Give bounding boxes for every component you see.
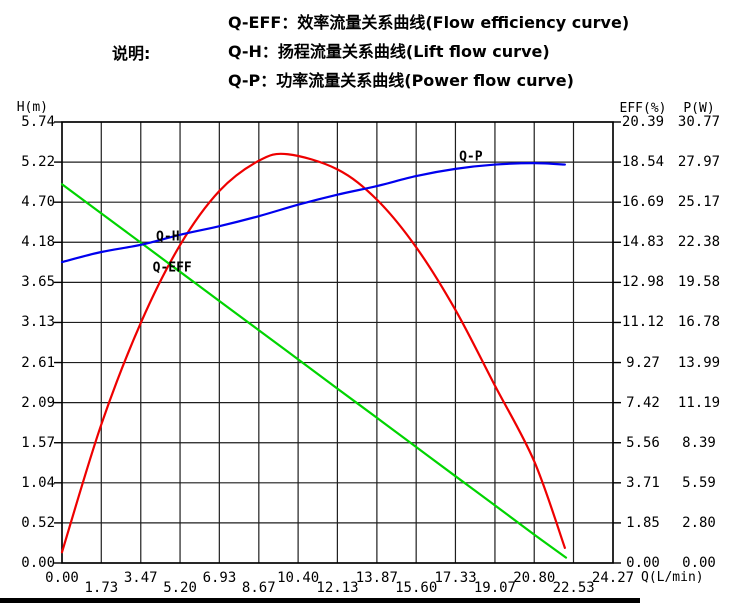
- p-axis-tick-label: 25.17: [677, 194, 721, 211]
- plot-border: [61, 121, 614, 564]
- eff-axis-tick-label: 1.85: [626, 514, 660, 531]
- p-axis-tick-label: 27.97: [677, 154, 721, 171]
- p-axis-tick-label: 16.78: [677, 314, 721, 331]
- x-axis-tick-label: 5.20: [163, 580, 197, 596]
- h-axis-tick-label: 1.04: [21, 474, 55, 491]
- curve-label-qh: Q-H: [156, 229, 180, 245]
- x-axis-tick-label: 17.33: [434, 570, 477, 586]
- bottom-border-bar: [0, 598, 640, 603]
- p-axis-tick-label: 8.39: [682, 434, 716, 451]
- h-axis-tick-label: 2.09: [21, 394, 55, 411]
- q-eff-curve: [60, 152, 566, 554]
- x-axis-tick-label: 0.00: [45, 570, 79, 586]
- x-axis-tick-label: 15.60: [395, 580, 438, 596]
- curve-label-qeff: Q-EFF: [152, 260, 192, 276]
- x-axis-tick-label: 1.73: [84, 580, 119, 596]
- eff-axis-tick-label: 7.42: [626, 394, 660, 411]
- x-axis-title: Q(L/min): [641, 570, 704, 585]
- eff-axis-tick-label: 20.39: [621, 114, 665, 130]
- eff-axis-tick-label: 5.56: [626, 434, 660, 451]
- eff-axis-tick-label: 18.54: [621, 154, 665, 171]
- h-axis-tick-label: 4.70: [21, 194, 55, 211]
- x-axis-tick-label: 24.27: [591, 570, 635, 586]
- q-p-curve: [60, 162, 566, 264]
- h-axis-tick-label: 0.00: [21, 555, 55, 571]
- p-axis-tick-label: 2.80: [682, 514, 716, 531]
- p-axis-title: P(W): [683, 101, 715, 116]
- curve-label-qp: Q-P: [459, 149, 483, 165]
- eff-axis-tick-label: 0.00: [626, 555, 660, 571]
- p-axis-tick-label: 11.19: [677, 394, 721, 411]
- p-axis-tick-label: 5.59: [682, 474, 716, 491]
- legend-line-qeff: Q-EFF：效率流量关系曲线(Flow efficiency curve): [228, 13, 630, 32]
- x-axis-tick-label: 22.53: [552, 580, 595, 596]
- legend-caption: 说明:: [112, 44, 151, 63]
- h-axis-tick-label: 0.52: [21, 514, 55, 531]
- h-axis-tick-label: 4.18: [21, 234, 55, 251]
- eff-axis-tick-label: 14.83: [621, 234, 665, 251]
- eff-axis-title: EFF(%): [619, 101, 667, 116]
- x-axis-tick-label: 6.93: [202, 570, 237, 586]
- h-axis-tick-label: 5.74: [21, 114, 55, 130]
- h-axis-tick-label: 2.61: [21, 354, 55, 371]
- left-axis-title: H(m): [16, 100, 48, 115]
- x-axis-tick-label: 3.47: [123, 570, 158, 586]
- legend-line-qh: Q-H：扬程流量关系曲线(Lift flow curve): [228, 42, 550, 61]
- eff-axis-tick-label: 9.27: [626, 354, 660, 371]
- h-axis-tick-label: 3.13: [21, 314, 55, 331]
- x-axis-tick-label: 8.67: [241, 580, 276, 596]
- h-axis-tick-label: 1.57: [21, 434, 55, 451]
- p-axis-tick-label: 30.77: [677, 114, 721, 130]
- x-axis-tick-label: 10.40: [277, 570, 320, 586]
- q-h-curve: [60, 183, 568, 559]
- eff-axis-tick-label: 3.71: [626, 474, 660, 491]
- p-axis-tick-label: 22.38: [677, 234, 721, 251]
- eff-axis-tick-label: 12.98: [621, 274, 665, 291]
- x-axis-tick-label: 20.80: [513, 570, 556, 586]
- x-axis-tick-label: 19.07: [473, 580, 516, 596]
- legend-line-qp: Q-P：功率流量关系曲线(Power flow curve): [228, 71, 574, 90]
- p-axis-tick-label: 19.58: [677, 274, 721, 291]
- p-axis-tick-label: 13.99: [677, 354, 721, 371]
- h-axis-tick-label: 3.65: [21, 274, 55, 291]
- p-axis-tick-label: 0.00: [682, 555, 716, 571]
- x-axis-tick-label: 13.87: [355, 570, 398, 586]
- eff-axis-tick-label: 11.12: [621, 314, 665, 331]
- h-axis-tick-label: 5.22: [21, 154, 55, 171]
- eff-axis-tick-label: 16.69: [621, 194, 665, 211]
- x-axis-tick-label: 12.13: [316, 580, 359, 596]
